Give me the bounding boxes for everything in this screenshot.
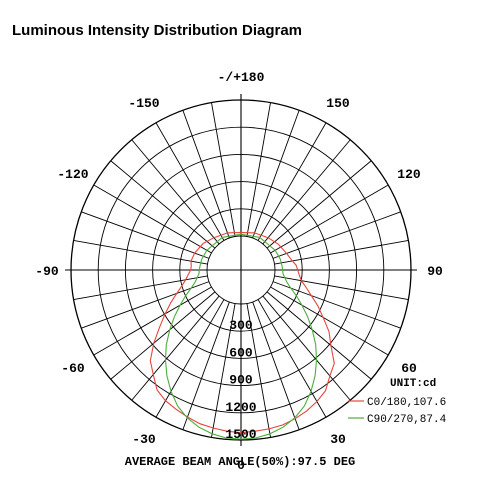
angle-label: -90 xyxy=(35,264,59,279)
angle-label: -/+180 xyxy=(218,70,265,85)
grid-spoke xyxy=(262,139,351,245)
grid-spoke xyxy=(252,110,300,239)
angle-label: 60 xyxy=(401,361,417,376)
grid-spoke xyxy=(155,122,225,241)
angle-label: -30 xyxy=(132,432,156,447)
grid-spoke xyxy=(73,275,208,300)
intensity-curves xyxy=(149,231,335,440)
angle-label: 120 xyxy=(397,167,421,182)
radial-label: 1200 xyxy=(225,400,256,415)
grid-spoke xyxy=(246,303,271,438)
grid-spoke xyxy=(272,211,401,259)
radial-labels: 300 600 900 1200 1500 xyxy=(225,318,256,442)
polar-grid xyxy=(65,94,417,446)
grid-spoke xyxy=(93,184,212,254)
radial-label: 300 xyxy=(229,318,253,333)
grid-spoke xyxy=(274,240,409,265)
angle-label: 90 xyxy=(427,264,443,279)
grid-spoke xyxy=(81,281,210,329)
angle-label: 30 xyxy=(330,432,346,447)
radial-label: 900 xyxy=(229,373,253,388)
grid-spoke xyxy=(110,160,216,249)
grid-spoke xyxy=(274,275,409,300)
grid-spoke xyxy=(272,281,401,329)
grid-spoke xyxy=(110,291,216,380)
grid-spoke xyxy=(131,139,220,245)
grid-spoke xyxy=(266,160,372,249)
grid-spoke xyxy=(131,295,220,401)
grid-spoke xyxy=(182,110,230,239)
angle-label: 0 xyxy=(237,458,245,473)
angle-label: 150 xyxy=(326,96,350,111)
legend: UNIT:cd C0/180,107.6 C90/270,87.4 xyxy=(348,378,447,426)
angle-label: -60 xyxy=(61,361,85,376)
legend-label-c0: C0/180,107.6 xyxy=(367,397,446,409)
grid-spoke xyxy=(93,286,212,356)
series-curve-1 xyxy=(164,233,318,440)
grid-spoke xyxy=(270,184,389,254)
grid-spoke xyxy=(81,211,210,259)
grid-spoke xyxy=(73,240,208,265)
radial-label: 1500 xyxy=(225,427,256,442)
grid-spoke xyxy=(262,295,351,401)
grid-spoke xyxy=(252,301,300,430)
grid-spoke xyxy=(270,286,389,356)
grid-spoke xyxy=(266,291,372,380)
series-curve-0 xyxy=(149,231,335,434)
angle-labels: -/+180-150 150-120 120-90 90-60 60-30 300 xyxy=(35,70,443,473)
angle-label: -120 xyxy=(57,167,88,182)
legend-label-c90: C90/270,87.4 xyxy=(367,414,447,426)
page-title: Luminous Intensity Distribution Diagram xyxy=(12,22,303,39)
beam-angle-text: AVERAGE BEAM ANGLE(50%):97.5 DEG xyxy=(125,455,355,469)
grid-spoke xyxy=(155,299,225,418)
grid-spoke xyxy=(257,122,327,241)
radial-label: 600 xyxy=(229,345,253,360)
grid-spoke xyxy=(211,102,236,237)
grid-spoke xyxy=(211,303,236,438)
grid-spoke xyxy=(182,301,230,430)
unit-label: UNIT:cd xyxy=(390,378,436,390)
angle-label: -150 xyxy=(128,96,159,111)
grid-spoke xyxy=(246,102,271,237)
grid-spoke xyxy=(257,299,327,418)
